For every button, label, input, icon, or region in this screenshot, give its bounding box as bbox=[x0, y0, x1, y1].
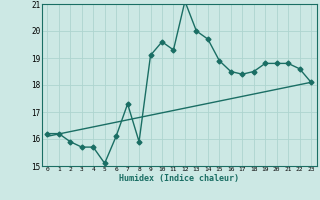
X-axis label: Humidex (Indice chaleur): Humidex (Indice chaleur) bbox=[119, 174, 239, 183]
